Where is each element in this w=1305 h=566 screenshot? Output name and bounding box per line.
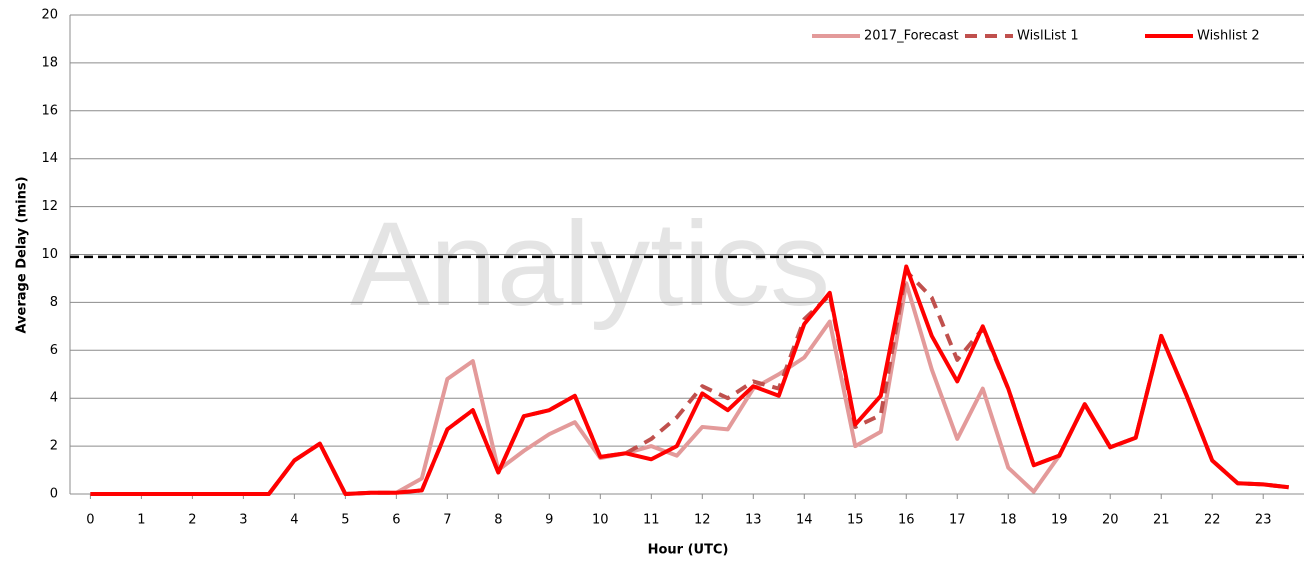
x-tick-label: 20 bbox=[1102, 513, 1119, 528]
y-tick-label: 16 bbox=[41, 103, 58, 118]
y-tick-label: 4 bbox=[50, 391, 58, 406]
y-tick-label: 20 bbox=[41, 8, 58, 23]
x-tick-label: 1 bbox=[137, 513, 145, 528]
x-tick-label: 21 bbox=[1153, 513, 1170, 528]
x-tick-label: 23 bbox=[1255, 513, 1272, 528]
x-tick-label: 2 bbox=[188, 513, 196, 528]
x-tick-label: 14 bbox=[796, 513, 813, 528]
legend-label: 2017_Forecast bbox=[864, 29, 959, 44]
x-tick-label: 9 bbox=[545, 513, 553, 528]
x-tick-label: 8 bbox=[494, 513, 502, 528]
x-tick-label: 4 bbox=[290, 513, 298, 528]
x-tick-label: 11 bbox=[643, 513, 660, 528]
x-tick-label: 3 bbox=[239, 513, 247, 528]
x-axis-title: Hour (UTC) bbox=[648, 543, 729, 558]
legend-label: WislList 1 bbox=[1017, 29, 1079, 44]
x-tick-label: 10 bbox=[592, 513, 609, 528]
y-tick-label: 12 bbox=[41, 199, 58, 214]
x-tick-label: 18 bbox=[1000, 513, 1017, 528]
y-tick-label: 6 bbox=[50, 343, 58, 358]
x-tick-label: 22 bbox=[1204, 513, 1221, 528]
x-tick-label: 0 bbox=[86, 513, 94, 528]
x-tick-label: 16 bbox=[898, 513, 915, 528]
legend-label: Wishlist 2 bbox=[1197, 29, 1260, 44]
x-tick-label: 17 bbox=[949, 513, 966, 528]
y-axis-title: Average Delay (mins) bbox=[15, 176, 30, 333]
x-tick-label: 13 bbox=[745, 513, 762, 528]
x-tick-label: 19 bbox=[1051, 513, 1068, 528]
y-tick-label: 8 bbox=[50, 295, 58, 310]
y-tick-label: 0 bbox=[50, 487, 58, 502]
x-tick-label: 5 bbox=[341, 513, 349, 528]
x-tick-label: 15 bbox=[847, 513, 864, 528]
y-tick-label: 18 bbox=[41, 55, 58, 70]
watermark: Analytics bbox=[350, 197, 830, 331]
x-tick-label: 6 bbox=[392, 513, 400, 528]
series-line bbox=[90, 264, 1289, 496]
y-tick-label: 10 bbox=[41, 247, 58, 262]
y-tick-label: 14 bbox=[41, 151, 58, 166]
x-tick-label: 12 bbox=[694, 513, 711, 528]
x-tick-label: 7 bbox=[443, 513, 451, 528]
y-tick-label: 2 bbox=[50, 439, 58, 454]
